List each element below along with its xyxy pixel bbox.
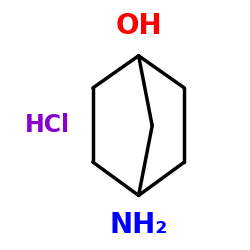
Text: HCl: HCl [24, 113, 70, 137]
Text: NH₂: NH₂ [110, 211, 168, 239]
Text: OH: OH [115, 12, 162, 40]
